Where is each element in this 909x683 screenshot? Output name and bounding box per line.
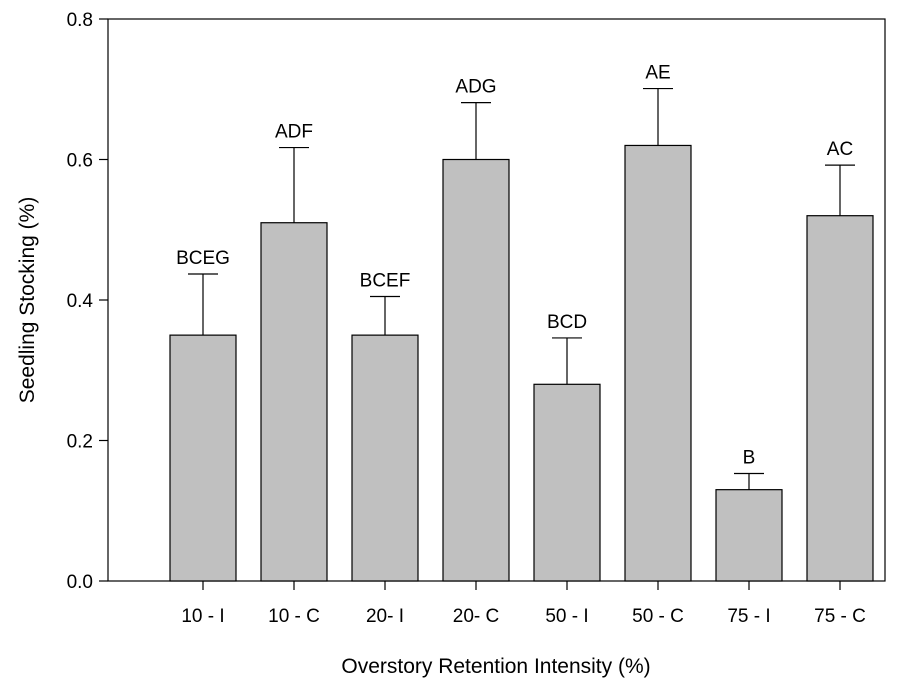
x-axis-title: Overstory Retention Intensity (%) [341, 655, 650, 678]
bar [715, 489, 783, 582]
x-axis: 10 - I 10 - C 20- I 20- C 50 - I 50 - C 75 - I… [181, 581, 866, 627]
significance-letter: B [743, 448, 756, 469]
bar [624, 144, 692, 582]
bar [442, 158, 510, 582]
y-tick-label: 0.0 [67, 572, 93, 593]
y-tick-label: 0.4 [67, 291, 94, 312]
y-axis: 0.0 0.2 0.4 0.6 0.8 [67, 10, 108, 593]
significance-letter: AC [827, 139, 853, 160]
bar [351, 334, 419, 582]
significance-letter: BCEG [176, 248, 230, 269]
x-tick-label: 75 - C [814, 606, 866, 627]
x-tick-label: 20- I [366, 606, 404, 627]
x-tick-label: 20- C [453, 606, 499, 627]
x-tick-label: 50 - I [545, 606, 588, 627]
x-tick-label: 50 - C [632, 606, 684, 627]
bars: BCEG ADF BCEF ADG BCD AE B AC [169, 63, 874, 582]
y-tick-label: 0.2 [67, 432, 93, 453]
bar [806, 215, 874, 582]
significance-letter: BCEF [360, 270, 411, 291]
significance-letter: AE [645, 63, 670, 84]
bar [533, 383, 601, 582]
y-tick-label: 0.6 [67, 151, 93, 172]
y-tick-label: 0.8 [67, 10, 93, 31]
significance-letter: ADG [455, 77, 496, 98]
x-tick-label: 10 - I [181, 606, 224, 627]
x-tick-label: 75 - I [727, 606, 770, 627]
x-tick-label: 10 - C [268, 606, 320, 627]
y-axis-title: Seedling Stocking (%) [16, 197, 39, 404]
significance-letter: BCD [547, 312, 587, 333]
bar [169, 334, 237, 582]
significance-letter: ADF [275, 122, 313, 143]
bar [260, 222, 328, 582]
